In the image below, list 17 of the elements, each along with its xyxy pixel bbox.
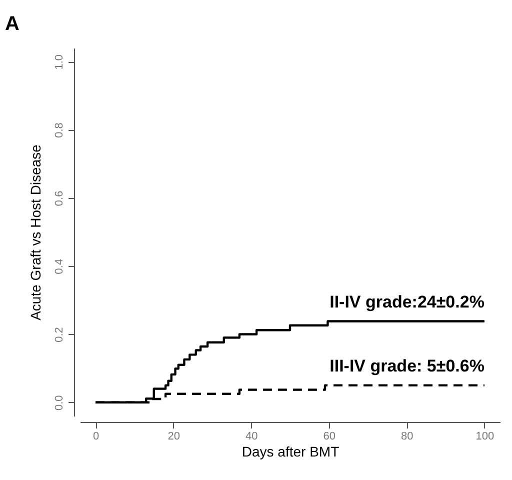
y-tick-label: 1.0 xyxy=(54,54,66,70)
x-tick-label: 40 xyxy=(245,430,258,442)
x-tick-label: 60 xyxy=(323,430,336,442)
x-tick-label: 20 xyxy=(168,430,180,442)
x-tick-label: 100 xyxy=(476,430,494,442)
y-tick-label: 0.2 xyxy=(54,327,66,342)
x-axis-title: Days after BMT xyxy=(242,444,340,460)
x-tick-label: 80 xyxy=(401,430,414,442)
y-tick-label: 0.6 xyxy=(54,190,66,206)
x-tick-label: 0 xyxy=(92,430,100,442)
series-label: III-IV grade: 5±0.6% xyxy=(330,356,484,376)
y-tick-label: 0.4 xyxy=(54,258,66,274)
y-axis-title: Acute Graft vs Host Disease xyxy=(28,144,44,320)
series-label: II-IV grade:24±0.2% xyxy=(330,292,484,312)
y-tick-label: 0.0 xyxy=(54,395,66,411)
chart-title: A xyxy=(5,13,20,35)
y-tick-label: 0.8 xyxy=(54,122,66,138)
